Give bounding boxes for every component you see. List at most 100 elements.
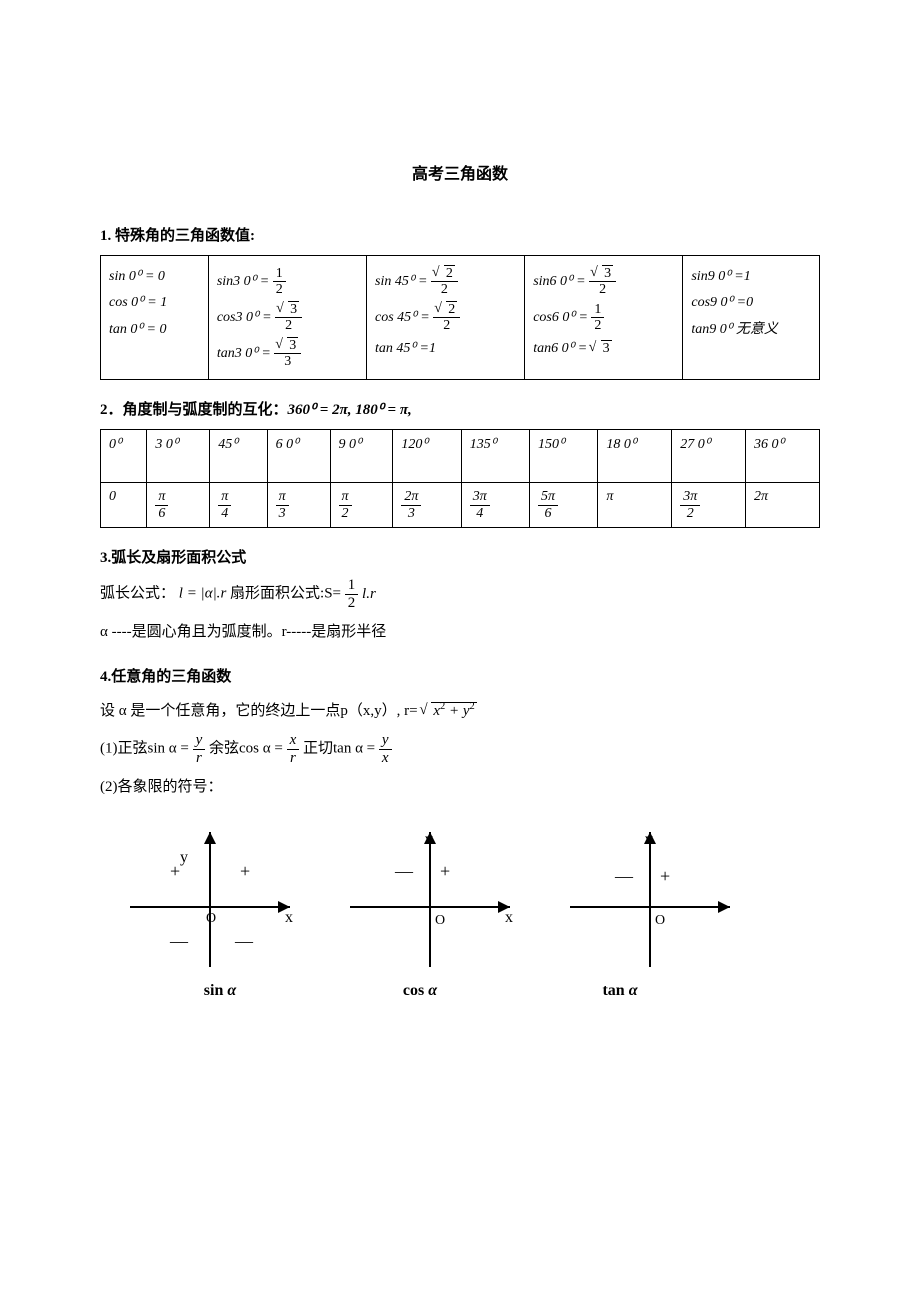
cos-frac: xr [287, 732, 300, 766]
eq: tan 45⁰ =1 [375, 338, 516, 360]
rad-cell: 0 [101, 483, 147, 528]
deg-cell: 6 0⁰ [267, 430, 330, 483]
eq: sin6 0⁰ = 32 [533, 266, 674, 298]
eq: sin 45⁰ = 22 [375, 266, 516, 298]
fraction: 32 [589, 266, 616, 298]
deg-cell: 9 0⁰ [330, 430, 393, 483]
svg-text:—: — [234, 931, 254, 951]
eq: tan9 0⁰ 无意义 [691, 319, 811, 341]
s4-defs: (1)正弦sin α = yr 余弦cos α = xr 正切tan α = y… [100, 732, 820, 766]
table-row: sin 0⁰ = 0 cos 0⁰ = 1 tan 0⁰ = 0 sin3 0⁰… [101, 256, 820, 380]
r-formula: x2 + y2 [421, 696, 476, 726]
svg-text:v: v [425, 831, 433, 848]
eq: cos3 0⁰ = 32 [217, 302, 358, 334]
cell-60deg: sin6 0⁰ = 32 cos6 0⁰ = 12 tan6 0⁰ = 3 [525, 256, 683, 380]
page-title: 高考三角函数 [100, 160, 820, 184]
svg-text:—: — [169, 931, 189, 951]
cos-sign-diagram: v x O + — [340, 822, 520, 972]
deg-cell: 3 0⁰ [147, 430, 210, 483]
deg-cell: 0⁰ [101, 430, 147, 483]
svg-text:x: x [505, 909, 513, 926]
diagram-labels: sin α cos α tan α [140, 982, 820, 1000]
rad-cell: π [598, 483, 672, 528]
rad-cell: π4 [210, 483, 267, 528]
cos-label: 余弦cos α = [209, 741, 283, 757]
svg-text:O: O [655, 913, 665, 928]
deg-cell: 18 0⁰ [598, 430, 672, 483]
lhs: sin6 0⁰ = [533, 274, 585, 289]
lhs: cos3 0⁰ = [217, 310, 272, 325]
svg-text:—: — [614, 866, 634, 886]
eq: cos6 0⁰ = 12 [533, 302, 674, 334]
rad-cell: 2π3 [393, 483, 461, 528]
tan-sign-diagram: v O + — [560, 822, 740, 972]
rad-cell: π6 [147, 483, 210, 528]
cell-45deg: sin 45⁰ = 22 cos 45⁰ = 22 tan 45⁰ =1 [367, 256, 525, 380]
arc-pre: 弧长公式： [100, 586, 175, 602]
cell-0deg: sin 0⁰ = 0 cos 0⁰ = 1 tan 0⁰ = 0 [101, 256, 209, 380]
cos-label: cos α [340, 982, 500, 1000]
eq: sin3 0⁰ = 12 [217, 266, 358, 298]
section-2-heading: 2．角度制与弧度制的互化：360⁰ = 2π, 180⁰ = π, [100, 398, 820, 419]
deg-cell: 135⁰ [461, 430, 529, 483]
tan-label: tan α [540, 982, 700, 1000]
fraction: 22 [433, 302, 460, 334]
arc-formula: l = |α|.r [179, 586, 227, 602]
deg-cell: 36 0⁰ [746, 430, 820, 483]
table-row: 0 π6 π4 π3 π2 2π3 3π4 5π6 π 3π2 2π [101, 483, 820, 528]
deg-cell: 120⁰ [393, 430, 461, 483]
fraction: 33 [274, 338, 301, 370]
deg-cell: 150⁰ [530, 430, 598, 483]
svg-text:v: v [645, 831, 653, 848]
page: 高考三角函数 1. 特殊角的三角函数值: sin 0⁰ = 0 cos 0⁰ =… [0, 0, 920, 1300]
arc-formulas: 弧长公式： l = |α|.r 扇形面积公式:S= 12 l.r [100, 577, 820, 611]
section-1-heading: 1. 特殊角的三角函数值: [100, 224, 820, 245]
sin-sign-diagram: y x O + + — — [120, 822, 300, 972]
sin-frac: yr [193, 732, 206, 766]
lhs: tan3 0⁰ = [217, 346, 271, 361]
arc-note: α ----是圆心角且为弧度制。r-----是扇形半径 [100, 617, 820, 647]
svg-text:+: + [440, 861, 450, 881]
svg-text:—: — [394, 861, 414, 881]
eq: sin9 0⁰ =1 [691, 266, 811, 288]
eq: sin 0⁰ = 0 [109, 266, 200, 288]
eq: tan 0⁰ = 0 [109, 319, 200, 341]
svg-text:x: x [285, 909, 293, 926]
lhs: sin 45⁰ = [375, 274, 427, 289]
svg-text:+: + [660, 866, 670, 886]
svg-text:+: + [170, 861, 180, 881]
eq: tan3 0⁰ = 33 [217, 338, 358, 370]
fraction: 22 [431, 266, 458, 298]
sin-label: (1)正弦sin α = [100, 741, 189, 757]
sqrt: 3 [591, 338, 612, 360]
cell-90deg: sin9 0⁰ =1 cos9 0⁰ =0 tan9 0⁰ 无意义 [683, 256, 820, 380]
tan-label: 正切tan α = [303, 741, 375, 757]
sector-formula: 12 l.r [345, 586, 376, 602]
eq: cos 45⁰ = 22 [375, 302, 516, 334]
deg-cell: 27 0⁰ [672, 430, 746, 483]
eq: cos 0⁰ = 1 [109, 292, 200, 314]
lhs: tan6 0⁰ = [533, 341, 587, 356]
fraction: 32 [275, 302, 302, 334]
special-values-table: sin 0⁰ = 0 cos 0⁰ = 1 tan 0⁰ = 0 sin3 0⁰… [100, 255, 820, 380]
eq: tan6 0⁰ = 3 [533, 338, 674, 360]
sin-label: sin α [140, 982, 300, 1000]
table-row: 0⁰ 3 0⁰ 45⁰ 6 0⁰ 9 0⁰ 120⁰ 135⁰ 150⁰ 18 … [101, 430, 820, 483]
rad-cell: π2 [330, 483, 393, 528]
tan-frac: yx [379, 732, 392, 766]
degree-radian-table: 0⁰ 3 0⁰ 45⁰ 6 0⁰ 9 0⁰ 120⁰ 135⁰ 150⁰ 18 … [100, 429, 820, 528]
rad-cell: 2π [746, 483, 820, 528]
svg-text:O: O [435, 913, 445, 928]
section-2-math: 360⁰ = 2π, 180⁰ = π, [288, 402, 412, 418]
rad-cell: 5π6 [530, 483, 598, 528]
lhs: cos6 0⁰ = [533, 310, 588, 325]
section-2-text: 2．角度制与弧度制的互化： [100, 402, 288, 418]
quadrant-diagrams: y x O + + — — v x O + — v O + — [120, 822, 820, 972]
s4-intro-text: 设 α 是一个任意角，它的终边上一点p（x,y）, r= [100, 703, 418, 719]
lhs: sin3 0⁰ = [217, 274, 269, 289]
section-4-heading: 4.任意角的三角函数 [100, 665, 820, 686]
cell-30deg: sin3 0⁰ = 12 cos3 0⁰ = 32 tan3 0⁰ = 33 [208, 256, 366, 380]
section-3-heading: 3.弧长及扇形面积公式 [100, 546, 820, 567]
sector-pre: 扇形面积公式:S= [230, 586, 341, 602]
rad-cell: 3π2 [672, 483, 746, 528]
